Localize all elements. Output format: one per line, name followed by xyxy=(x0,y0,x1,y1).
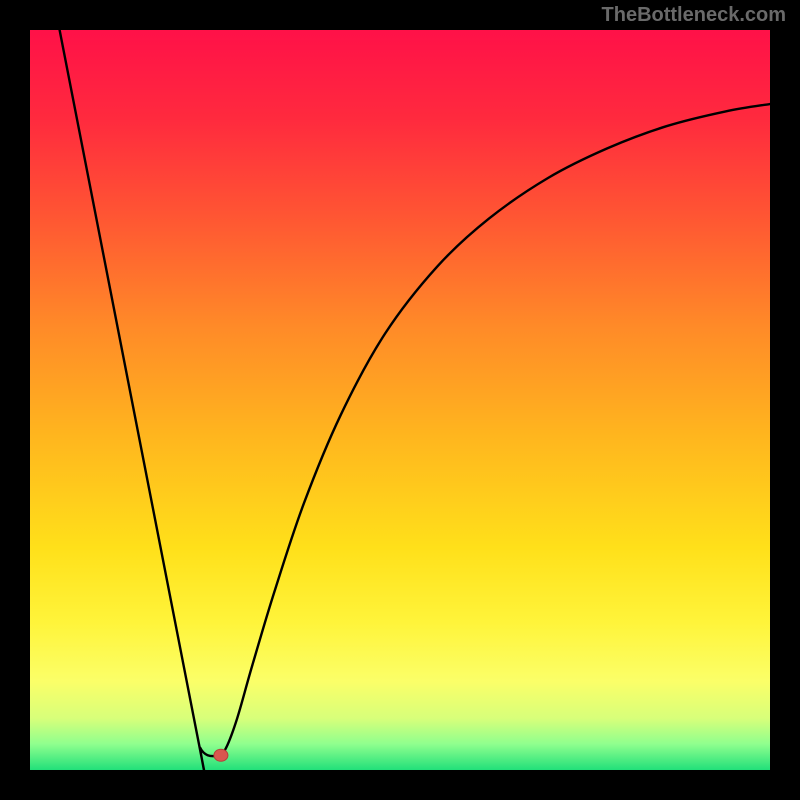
optimum-marker xyxy=(214,749,228,761)
bottleneck-curve xyxy=(60,30,770,770)
watermark-text: TheBottleneck.com xyxy=(602,4,786,27)
chart-curve-layer xyxy=(30,30,770,770)
chart-plot-area xyxy=(30,30,770,770)
